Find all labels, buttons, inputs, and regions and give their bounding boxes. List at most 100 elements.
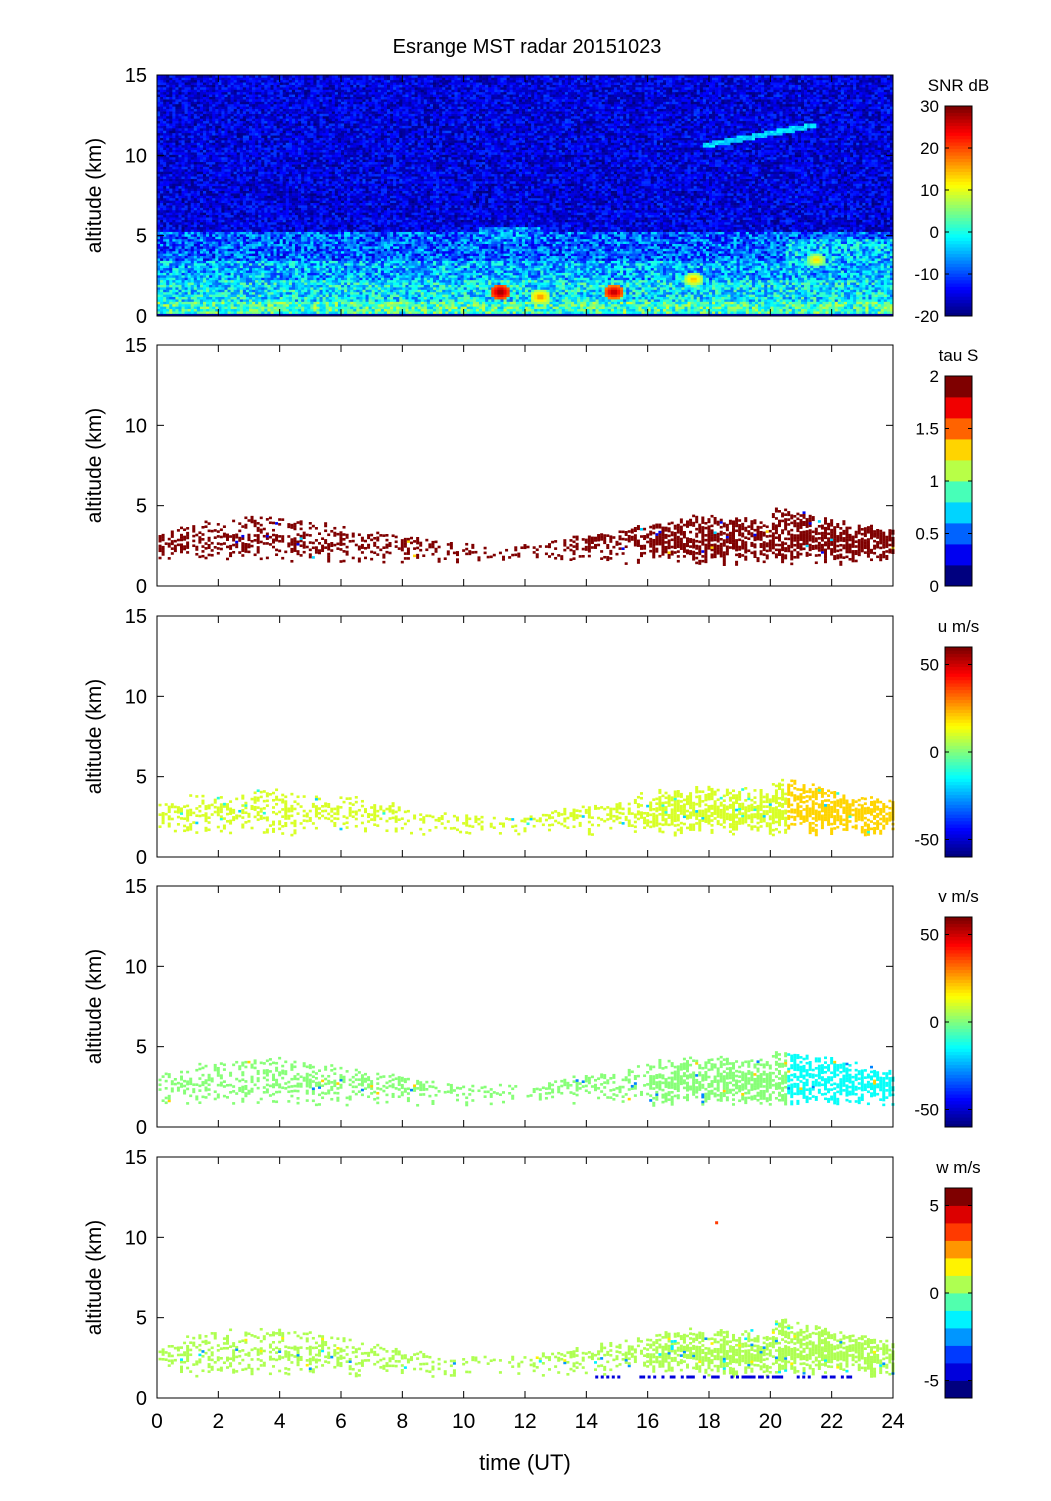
heatmap-cell [163, 126, 166, 129]
heatmap-cell [237, 246, 240, 249]
heatmap-cell [157, 251, 160, 254]
heatmap-cell [169, 106, 172, 109]
heatmap-cell [289, 191, 292, 194]
heatmap-cell [243, 123, 246, 126]
heatmap-cell [218, 265, 221, 268]
heatmap-cell [157, 171, 160, 174]
heatmap-cell [212, 164, 215, 167]
heatmap-cell [301, 193, 304, 196]
heatmap-cell [298, 140, 301, 143]
heatmap-cell [172, 171, 175, 174]
heatmap-cell [172, 133, 175, 136]
heatmap-cell [160, 92, 163, 95]
heatmap-cell [224, 224, 227, 227]
heatmap-cell [172, 210, 175, 213]
heatmap-cell [286, 263, 289, 266]
heatmap-cell [175, 244, 178, 247]
heatmap-cell [283, 294, 286, 297]
heatmap-cell [185, 311, 188, 314]
heatmap-cell [249, 159, 252, 162]
heatmap-cell [209, 193, 212, 196]
heatmap-cell [197, 92, 200, 95]
heatmap-cell [264, 188, 267, 191]
heatmap-cell [304, 222, 307, 225]
heatmap-cell [188, 174, 191, 177]
heatmap-cell [264, 85, 267, 88]
heatmap-cell [157, 289, 160, 292]
heatmap-cell [277, 179, 280, 182]
heatmap-cell [169, 116, 172, 119]
heatmap-cell [249, 186, 252, 189]
heatmap-cell [307, 224, 310, 227]
heatmap-cell [166, 104, 169, 107]
heatmap-cell [191, 287, 194, 290]
heatmap-cell [280, 249, 283, 252]
heatmap-cell [228, 249, 231, 252]
heatmap-cell [234, 138, 237, 141]
heatmap-cell [182, 196, 185, 199]
heatmap-cell [169, 198, 172, 201]
heatmap-cell [240, 111, 243, 114]
heatmap-cell [231, 85, 234, 88]
heatmap-cell [224, 188, 227, 191]
heatmap-cell [237, 261, 240, 264]
heatmap-cell [212, 275, 215, 278]
heatmap-cell [274, 239, 277, 242]
heatmap-cell [185, 145, 188, 148]
heatmap-cell [255, 179, 258, 182]
heatmap-cell [255, 155, 258, 158]
heatmap-cell [166, 128, 169, 131]
heatmap-cell [280, 217, 283, 220]
heatmap-cell [206, 164, 209, 167]
heatmap-cell [301, 188, 304, 191]
heatmap-cell [298, 203, 301, 206]
heatmap-cell [215, 212, 218, 215]
heatmap-cell [304, 253, 307, 256]
heatmap-cell [286, 306, 289, 309]
heatmap-cell [200, 155, 203, 158]
heatmap-cell [243, 188, 246, 191]
heatmap-cell [206, 273, 209, 276]
heatmap-cell [283, 145, 286, 148]
heatmap-cell [261, 210, 264, 213]
heatmap-cell [169, 94, 172, 97]
heatmap-cell [249, 212, 252, 215]
heatmap-cell [261, 287, 264, 290]
heatmap-cell [258, 123, 261, 126]
heatmap-cell [240, 179, 243, 182]
heatmap-cell [249, 147, 252, 150]
heatmap-cell [295, 111, 298, 114]
heatmap-cell [280, 285, 283, 288]
heatmap-cell [203, 82, 206, 85]
heatmap-cell [301, 135, 304, 138]
heatmap-cell [197, 152, 200, 155]
heatmap-cell [270, 138, 273, 141]
heatmap-cell [286, 169, 289, 172]
heatmap-cell [157, 188, 160, 191]
heatmap-cell [301, 159, 304, 162]
heatmap-cell [203, 150, 206, 153]
heatmap-cell [264, 181, 267, 184]
heatmap-cell [298, 85, 301, 88]
heatmap-cell [264, 94, 267, 97]
heatmap-cell [261, 145, 264, 148]
heatmap-cell [255, 249, 258, 252]
heatmap-cell [231, 217, 234, 220]
heatmap-cell [240, 275, 243, 278]
heatmap-cell [264, 155, 267, 158]
heatmap-cell [243, 299, 246, 302]
heatmap-cell [304, 89, 307, 92]
heatmap-cell [157, 273, 160, 276]
heatmap-cell [292, 77, 295, 80]
heatmap-cell [270, 126, 273, 129]
heatmap-cell [289, 82, 292, 85]
heatmap-cell [206, 280, 209, 283]
heatmap-cell [182, 77, 185, 80]
heatmap-cell [298, 126, 301, 129]
heatmap-cell [224, 208, 227, 211]
heatmap-cell [249, 205, 252, 208]
heatmap-cell [191, 275, 194, 278]
heatmap-cell [249, 162, 252, 165]
heatmap-cell [172, 162, 175, 165]
heatmap-cell [280, 97, 283, 100]
